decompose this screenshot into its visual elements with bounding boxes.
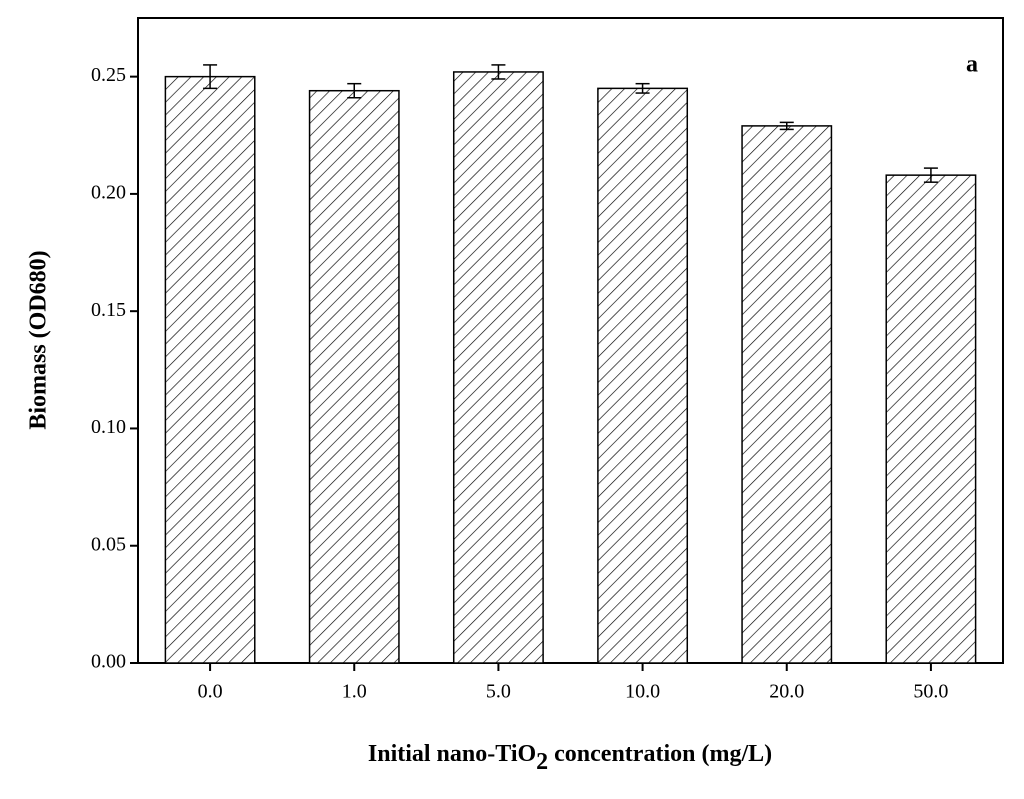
- x-label-part: concentration (mg/L): [548, 741, 772, 767]
- error-bar: [491, 64, 506, 80]
- bar: [597, 87, 689, 664]
- x-tick-label: 20.0: [769, 681, 804, 703]
- bar: [741, 125, 833, 664]
- x-label-subscript: 2: [536, 749, 548, 775]
- error-bar: [923, 167, 938, 183]
- error-bar: [779, 121, 794, 131]
- x-tick-label: 0.0: [198, 681, 223, 703]
- y-tick-label: 0.05: [91, 533, 126, 555]
- x-tick-label: 1.0: [342, 681, 367, 703]
- x-tick-label: 5.0: [486, 681, 511, 703]
- y-tick-label: 0.10: [91, 416, 126, 438]
- bar: [308, 89, 400, 664]
- panel-label: a: [966, 52, 978, 78]
- x-axis-label: Initial nano-TiO2 concentration (mg/L): [368, 741, 772, 775]
- error-bar: [203, 64, 218, 90]
- y-tick-label: 0.25: [91, 64, 126, 86]
- bar: [452, 71, 544, 664]
- x-tick-label: 10.0: [625, 681, 660, 703]
- y-tick-label: 0.20: [91, 182, 126, 204]
- plot-frame: [137, 17, 1004, 664]
- y-axis-label: Biomass (OD680): [26, 250, 52, 429]
- error-bar: [347, 82, 362, 99]
- error-bar: [635, 82, 650, 94]
- x-tick-label: 50.0: [913, 681, 948, 703]
- bar: [885, 174, 977, 664]
- y-tick-label: 0.15: [91, 299, 126, 321]
- x-label-part: Initial nano-TiO: [368, 741, 536, 767]
- y-tick-label: 0.00: [91, 651, 126, 673]
- bar: [164, 75, 256, 664]
